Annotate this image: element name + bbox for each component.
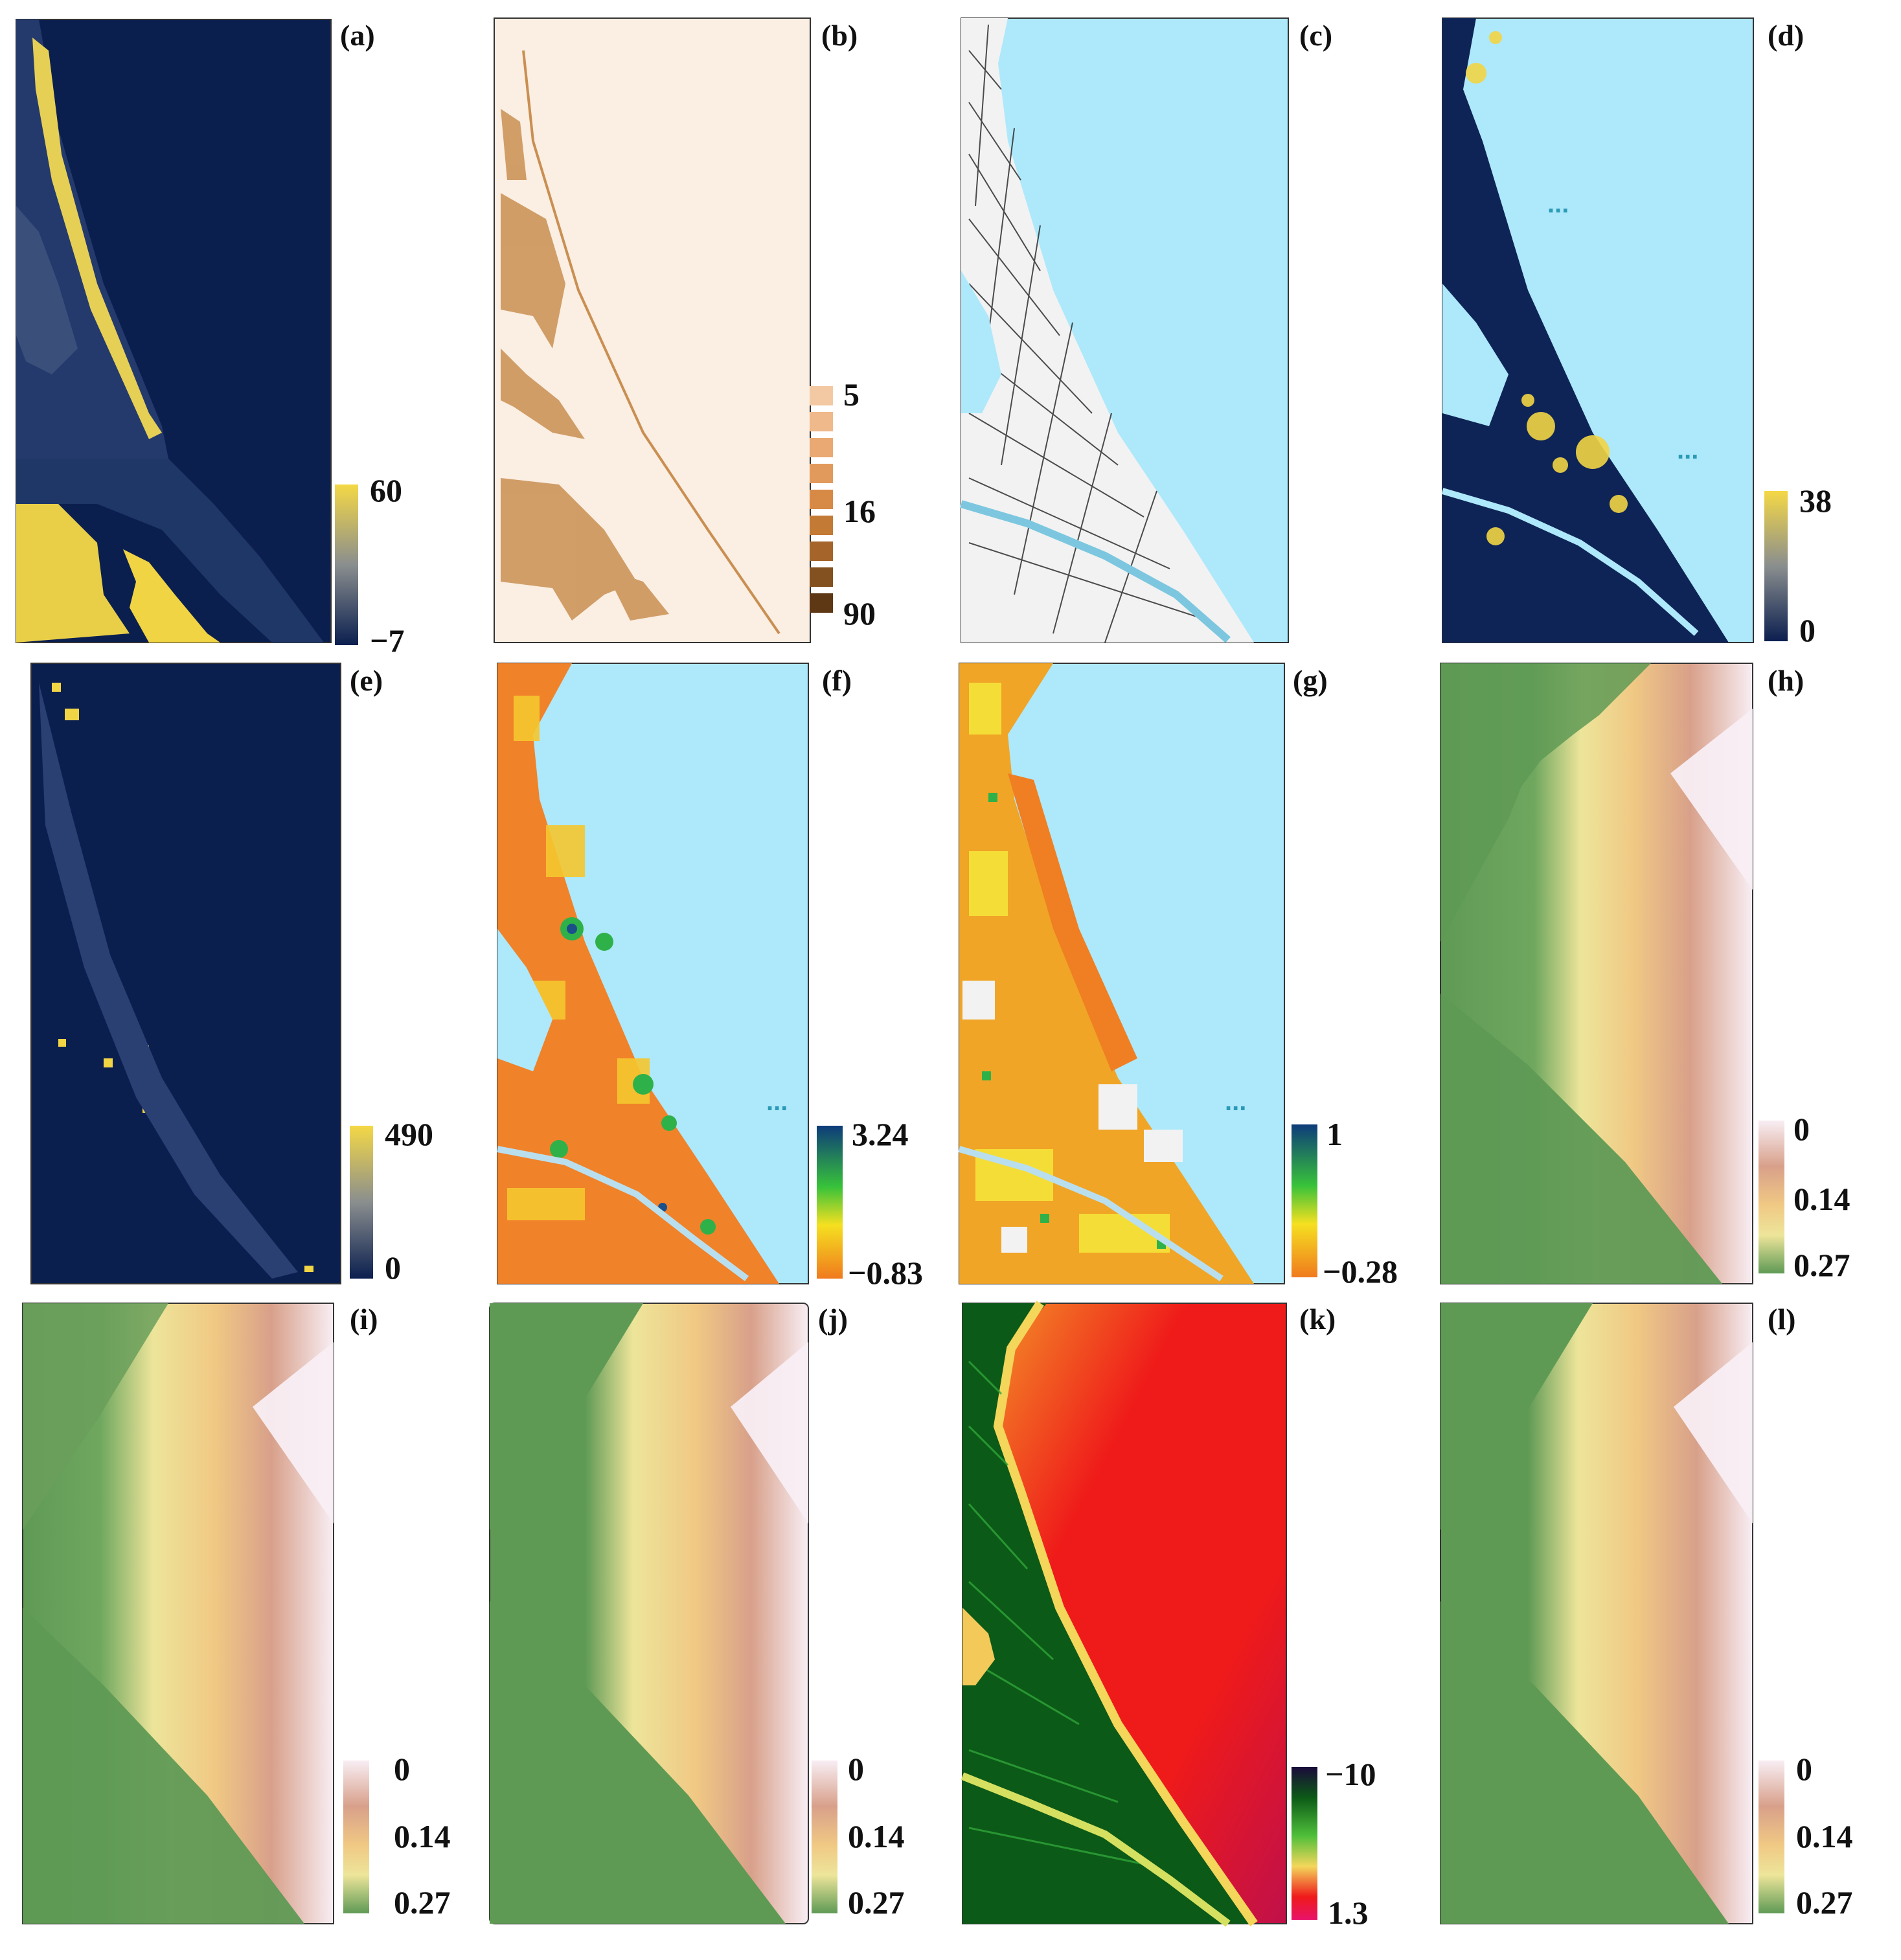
panel-label: (f) [822, 664, 852, 697]
legend-min: −7 [370, 622, 405, 659]
legend-tick: 0.27 [1796, 1884, 1853, 1920]
colorbar [1292, 1767, 1317, 1920]
legend-tick: 5 [843, 376, 859, 413]
legend-max: 3.24 [852, 1116, 909, 1152]
panel-g: ... (g) 1 −0.28 [950, 657, 1424, 1310]
colorbar [1759, 1761, 1784, 1913]
panel-c: (c) [950, 12, 1424, 665]
map-a [16, 19, 332, 643]
legend-min: 0 [1799, 612, 1816, 648]
legend-min: −0.83 [848, 1255, 923, 1291]
panel-i: (i) 0 0.14 0.27 [0, 1297, 475, 1950]
legend-min: 1.3 [1328, 1895, 1369, 1931]
colorbar [817, 1126, 843, 1279]
panel-f: ... (f) 3.24 −0.83 [475, 657, 950, 1310]
map-h [1440, 663, 1753, 1284]
colorbar [812, 1761, 837, 1913]
panel-h: (h) 0 0.14 0.27 [1424, 657, 1899, 1310]
map-l [1440, 1303, 1753, 1924]
panel-label: (j) [818, 1303, 848, 1336]
colorbar [1764, 491, 1788, 641]
class-swatches [810, 386, 833, 613]
panel-label: (e) [350, 664, 383, 697]
legend-tick: 0.14 [1793, 1181, 1850, 1217]
legend-tick: 0 [848, 1751, 864, 1787]
colorbar [1759, 1121, 1784, 1273]
marker-dots: ... [766, 1088, 788, 1116]
legend-max: 490 [385, 1116, 433, 1152]
map-i [22, 1303, 334, 1924]
panel-label: (i) [350, 1303, 378, 1336]
legend-min: −0.28 [1323, 1253, 1398, 1290]
panel-d: ... ... (d) 38 0 [1424, 12, 1899, 665]
legend-tick: 0.27 [848, 1884, 905, 1920]
colorbar [1292, 1124, 1317, 1277]
map-g: ... [958, 663, 1285, 1284]
map-j [489, 1303, 809, 1924]
panel-label: (c) [1299, 19, 1333, 52]
legend-max: 1 [1326, 1116, 1343, 1152]
panel-label: (l) [1768, 1303, 1796, 1336]
colorbar [343, 1761, 369, 1913]
legend-tick: 0.27 [1793, 1247, 1850, 1283]
map-b [494, 17, 811, 643]
legend-tick: 90 [843, 595, 876, 632]
panel-e: (e) 490 0 [0, 657, 475, 1310]
panel-label: (h) [1768, 664, 1804, 697]
panel-label: (k) [1299, 1303, 1336, 1336]
marker-dots: ... [1225, 1088, 1246, 1116]
panel-label: (b) [821, 19, 858, 52]
marker-dots: ... [1547, 190, 1569, 218]
legend-tick: 0.14 [848, 1818, 905, 1854]
map-e [30, 663, 341, 1284]
panel-label: (d) [1768, 19, 1804, 52]
legend-max: 60 [370, 472, 402, 508]
legend-tick: 0.14 [1796, 1818, 1853, 1854]
legend-tick: 0 [394, 1751, 410, 1787]
marker-dots: ... [1677, 436, 1698, 464]
legend-tick: 0 [1796, 1751, 1812, 1787]
legend-tick: 16 [843, 493, 876, 529]
panel-l: (l) 0 0.14 0.27 [1424, 1297, 1899, 1950]
panel-label: (a) [340, 19, 375, 52]
colorbar [350, 1126, 373, 1279]
panel-a: (a) 60 −7 [0, 12, 475, 665]
panel-b: (b) 5 16 90 [475, 12, 950, 665]
legend-tick: 0 [1793, 1111, 1810, 1147]
colorbar [335, 484, 358, 645]
map-d: ... ... [1441, 17, 1754, 643]
panel-j: (j) 0 0.14 0.27 [475, 1297, 950, 1950]
map-c [960, 17, 1289, 643]
legend-tick: 0.27 [394, 1884, 451, 1920]
legend-tick: 0.14 [394, 1818, 451, 1854]
map-k [961, 1301, 1287, 1927]
legend-max: −10 [1325, 1756, 1376, 1792]
legend-min: 0 [385, 1249, 401, 1286]
legend-max: 38 [1799, 483, 1832, 519]
map-f: ... [497, 663, 809, 1284]
panel-label: (g) [1293, 664, 1328, 697]
panel-k: (k) −10 1.3 [950, 1297, 1424, 1950]
